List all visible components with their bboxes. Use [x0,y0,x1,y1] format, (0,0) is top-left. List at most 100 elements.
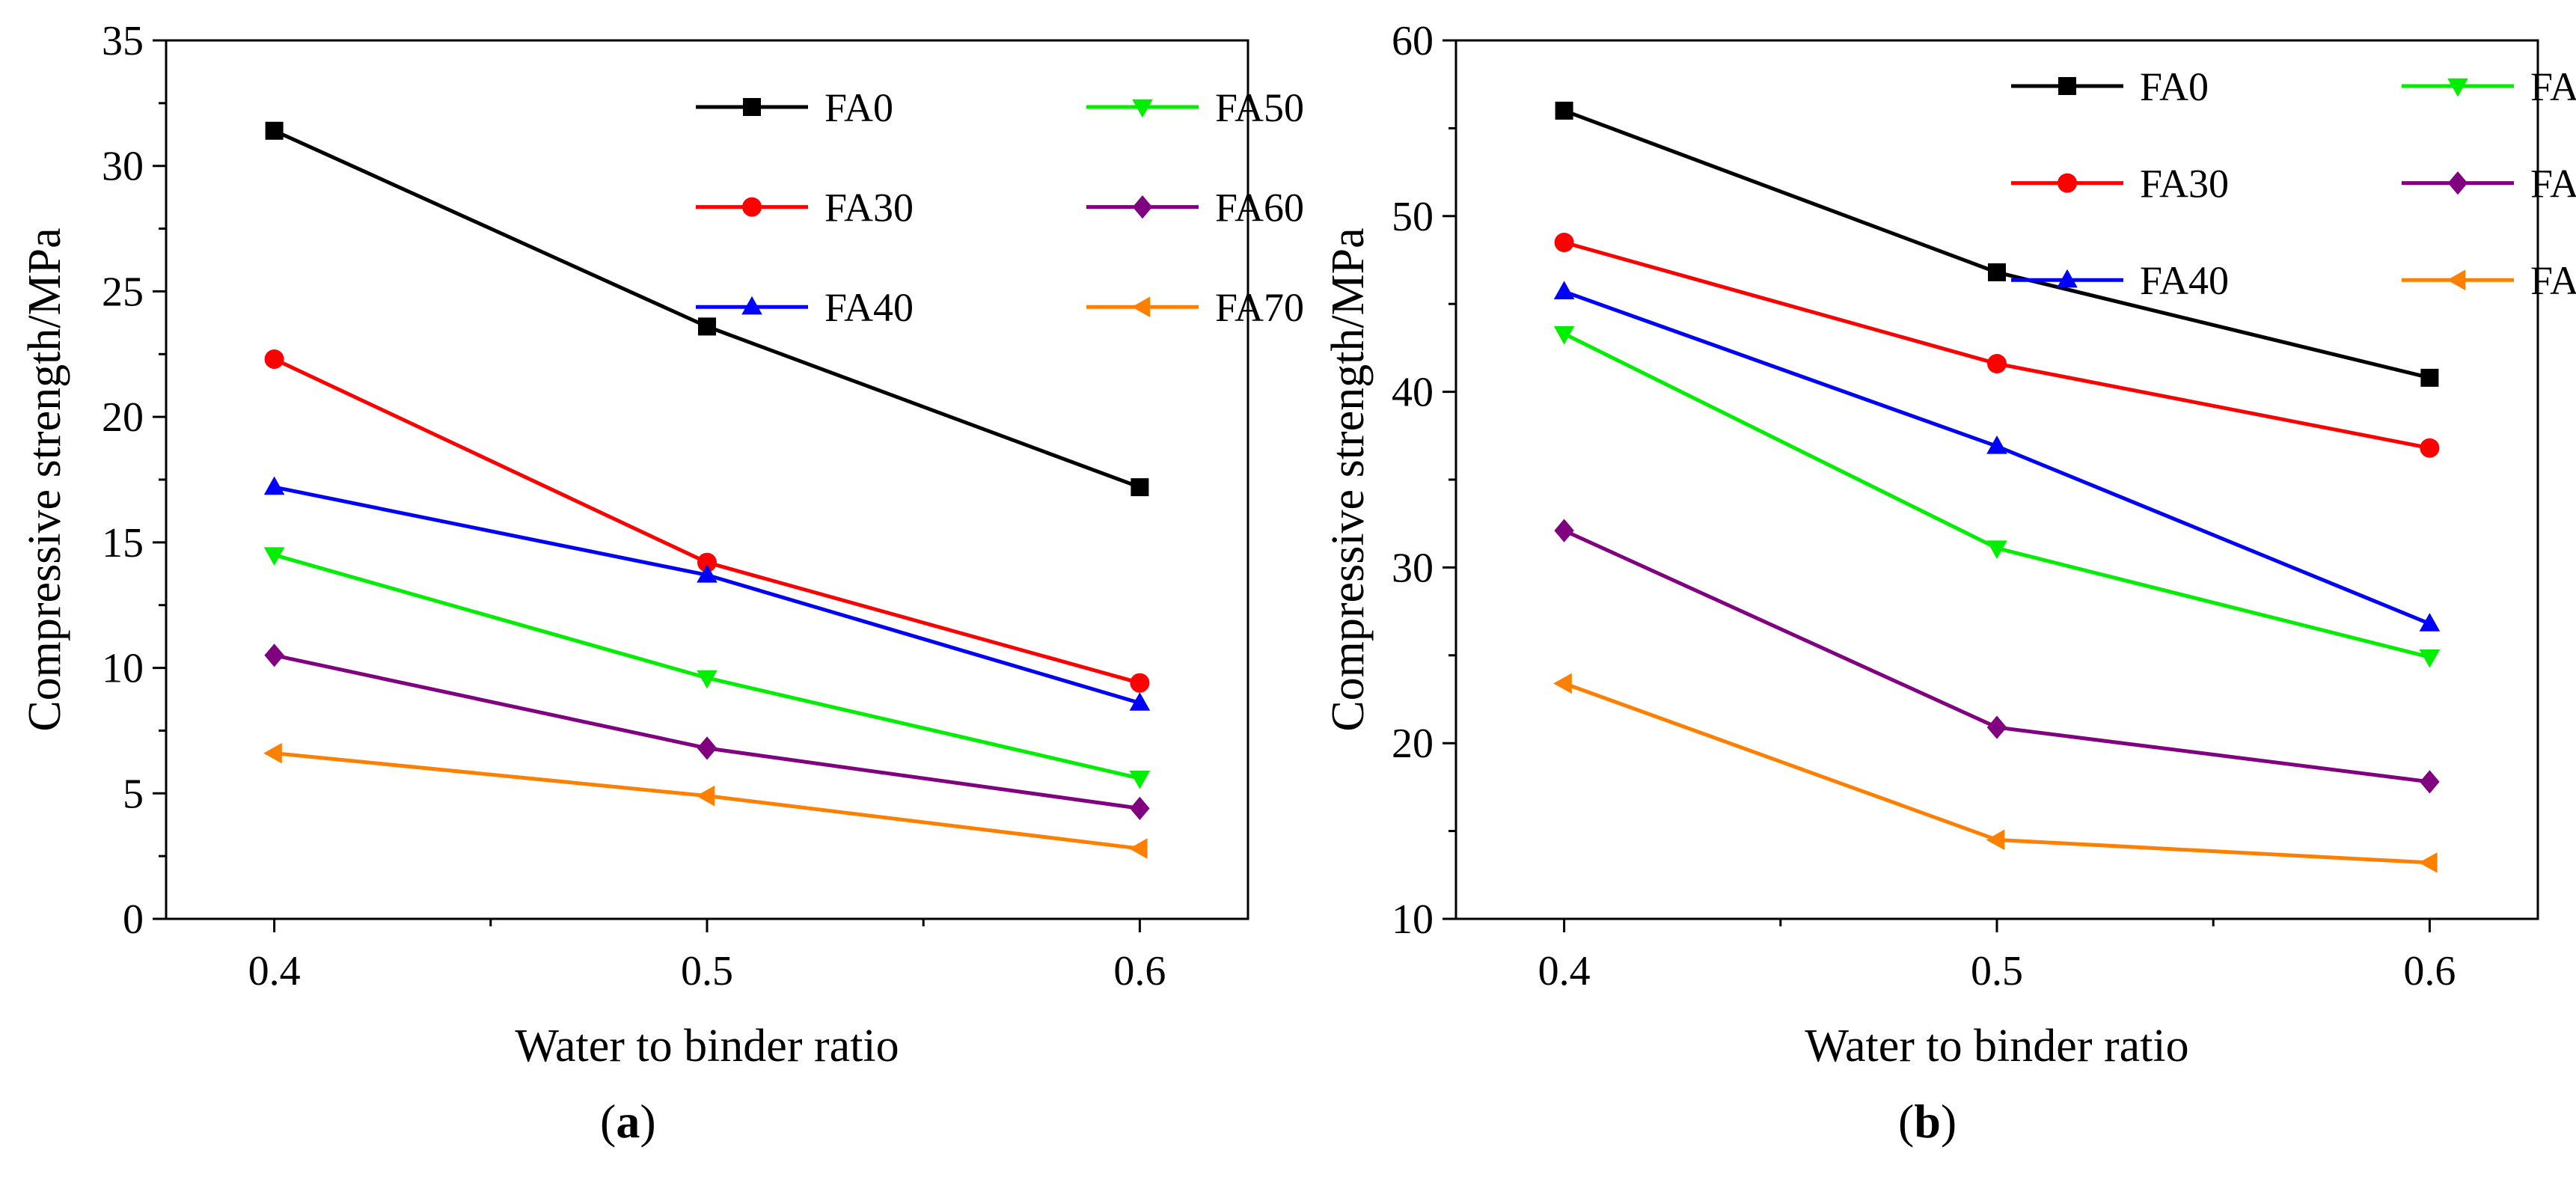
chart-b-y-tick-label: 30 [1392,545,1434,591]
chart-a-y-tick-label: 25 [102,269,144,315]
chart-a-point-fa0-1 [698,317,716,336]
chart-a-x-axis-title: Water to binder ratio [515,1021,899,1072]
panel-label-b: (b) [1898,1094,1957,1149]
chart-b-point-fa0-0 [1555,101,1573,120]
chart-a-legend-marker-fa0 [743,98,761,116]
chart-b-y-axis-title: Compressive strength/MPa [1323,227,1374,731]
chart-a-point-fa50-2 [1129,770,1151,789]
chart-a-point-fa70-0 [263,742,282,764]
chart-a-legend-label-fa70: FA70 [1215,285,1304,330]
chart-a-x-tick-label: 0.4 [248,948,301,994]
panel-label-a-close: ) [640,1095,656,1148]
panel-label-b-letter: b [1914,1095,1941,1148]
chart-b-legend-label-fa50: FA50 [2530,64,2576,109]
chart-b-legend-marker-fa70 [2447,269,2466,290]
chart-b-legend-marker-fa0 [2058,77,2076,95]
chart-b-series-line-fa60 [1563,528,2430,784]
chart-a-legend-marker-fa60 [1132,195,1153,219]
chart-b-point-fa0-2 [2420,368,2439,387]
chart-b-point-fa30-0 [1554,233,1574,253]
chart-b-point-fa60-1 [1986,715,2007,739]
chart-a-y-tick-label: 15 [102,520,144,566]
chart-b-point-fa0-1 [1988,263,2006,281]
chart-b-point-fa30-1 [1987,354,2007,374]
chart-a-series-line-fa30 [273,357,1141,685]
chart-a-legend-label-fa40: FA40 [824,285,914,330]
chart-b-y-tick-label: 10 [1392,896,1434,943]
chart-a-point-fa60-0 [264,644,284,667]
chart-a-point-fa30-0 [264,349,284,369]
chart-a-point-fa0-2 [1131,478,1149,497]
chart-b-point-fa50-2 [2419,649,2441,668]
panel-label-a-open: ( [600,1095,617,1148]
chart-a-legend-label-fa30: FA30 [824,186,914,230]
chart-a-point-fa40-0 [263,476,285,495]
chart-b-legend-marker-fa60 [2447,171,2468,195]
panel-label-b-close: ) [1940,1095,1957,1148]
chart-b-x-axis-title: Water to binder ratio [1805,1021,2188,1072]
chart-b-point-fa40-2 [2419,613,2441,632]
chart-a-y-tick-label: 10 [102,646,144,692]
chart-a-legend-label-fa60: FA60 [1215,186,1304,230]
panel-label-a-letter: a [616,1095,640,1148]
chart-b-point-fa50-1 [1986,540,2007,559]
chart-a-point-fa40-1 [697,564,718,583]
chart-a-legend-marker-fa50 [1132,99,1153,118]
chart-b-legend-marker-fa50 [2447,78,2468,97]
panel-label-a: (a) [600,1094,656,1149]
chart-a-legend-marker-fa70 [1131,296,1151,317]
chart-b-x-tick-label: 0.6 [2403,948,2456,994]
chart-a-point-fa70-1 [696,785,715,807]
chart-b-point-fa50-0 [1553,325,1575,345]
chart-a-y-tick-label: 0 [123,896,144,943]
chart-a-point-fa70-2 [1129,838,1148,859]
chart-a-y-tick-label: 20 [102,394,144,441]
chart-b-y-tick-label: 60 [1392,18,1434,64]
chart-a-y-axis-title: Compressive strength/MPa [19,227,70,731]
chart-a-y-tick-label: 5 [123,771,144,817]
chart-a-point-fa30-2 [1130,673,1150,693]
panel-label-b-open: ( [1898,1095,1915,1148]
chart-b-plot-frame [1454,39,2539,920]
chart-a-legend-label-fa50: FA50 [1215,85,1304,130]
chart-b-legend-marker-fa30 [2058,173,2077,193]
chart-a-point-fa50-1 [697,670,718,689]
chart-a-point-fa0-0 [265,121,284,140]
chart-a-legend-marker-fa30 [742,197,762,217]
chart-a-legend-marker-fa40 [741,296,762,315]
chart-b-point-fa70-0 [1553,673,1572,694]
chart-a-series-line-fa0 [273,129,1141,489]
chart-b-x-tick-label: 0.5 [1971,948,2023,994]
chart-b-point-fa60-2 [2420,770,2440,794]
chart-b-point-fa70-1 [1986,829,2005,851]
chart-b-legend-label-fa30: FA30 [2140,162,2229,207]
chart-a-legend-label-fa0: FA0 [824,85,893,130]
chart-a-x-tick-label: 0.6 [1113,948,1166,994]
chart-a-point-fa50-0 [263,547,285,566]
chart-b-point-fa30-2 [2420,438,2440,458]
chart-b-series-line-fa40 [1563,290,2431,626]
chart-a-point-fa60-1 [697,736,718,760]
chart-panel-a: 0 5 10 15 20 25 30 35 0.4 0.5 0.6 Water to binder r… [19,18,1304,1149]
chart-a-y-tick-label: 35 [102,18,144,64]
chart-b-y-tick-label: 50 [1392,194,1434,240]
chart-b-point-fa40-0 [1553,281,1575,299]
chart-b-x-tick-label: 0.4 [1538,948,1591,994]
chart-b-legend-label-fa60: FA60 [2530,162,2576,207]
chart-a-plot-frame [165,39,1249,920]
chart-b-legend-marker-fa40 [2057,269,2078,288]
chart-a-svg: 0 5 10 15 20 25 30 35 0.4 0.5 0.6 Water to binder r… [19,18,1304,1072]
chart-b-svg: 10 20 30 40 50 60 0.4 0.5 0.6 Water to binder rat… [1323,18,2576,1072]
chart-a-point-fa60-2 [1130,796,1150,821]
chart-b-legend-label-fa70: FA70 [2530,258,2576,303]
chart-b-series-line-fa50 [1563,331,2431,659]
chart-b-legend-label-fa40: FA40 [2140,258,2229,303]
chart-a-point-fa40-2 [1129,692,1151,711]
chart-a-point-fa30-1 [697,552,717,572]
chart-b-point-fa70-2 [2419,852,2438,873]
chart-b-legend-label-fa0: FA0 [2140,64,2209,109]
chart-a-x-tick-label: 0.5 [681,948,733,994]
chart-b-y-tick-label: 20 [1392,721,1434,767]
chart-b-point-fa60-0 [1554,519,1574,542]
